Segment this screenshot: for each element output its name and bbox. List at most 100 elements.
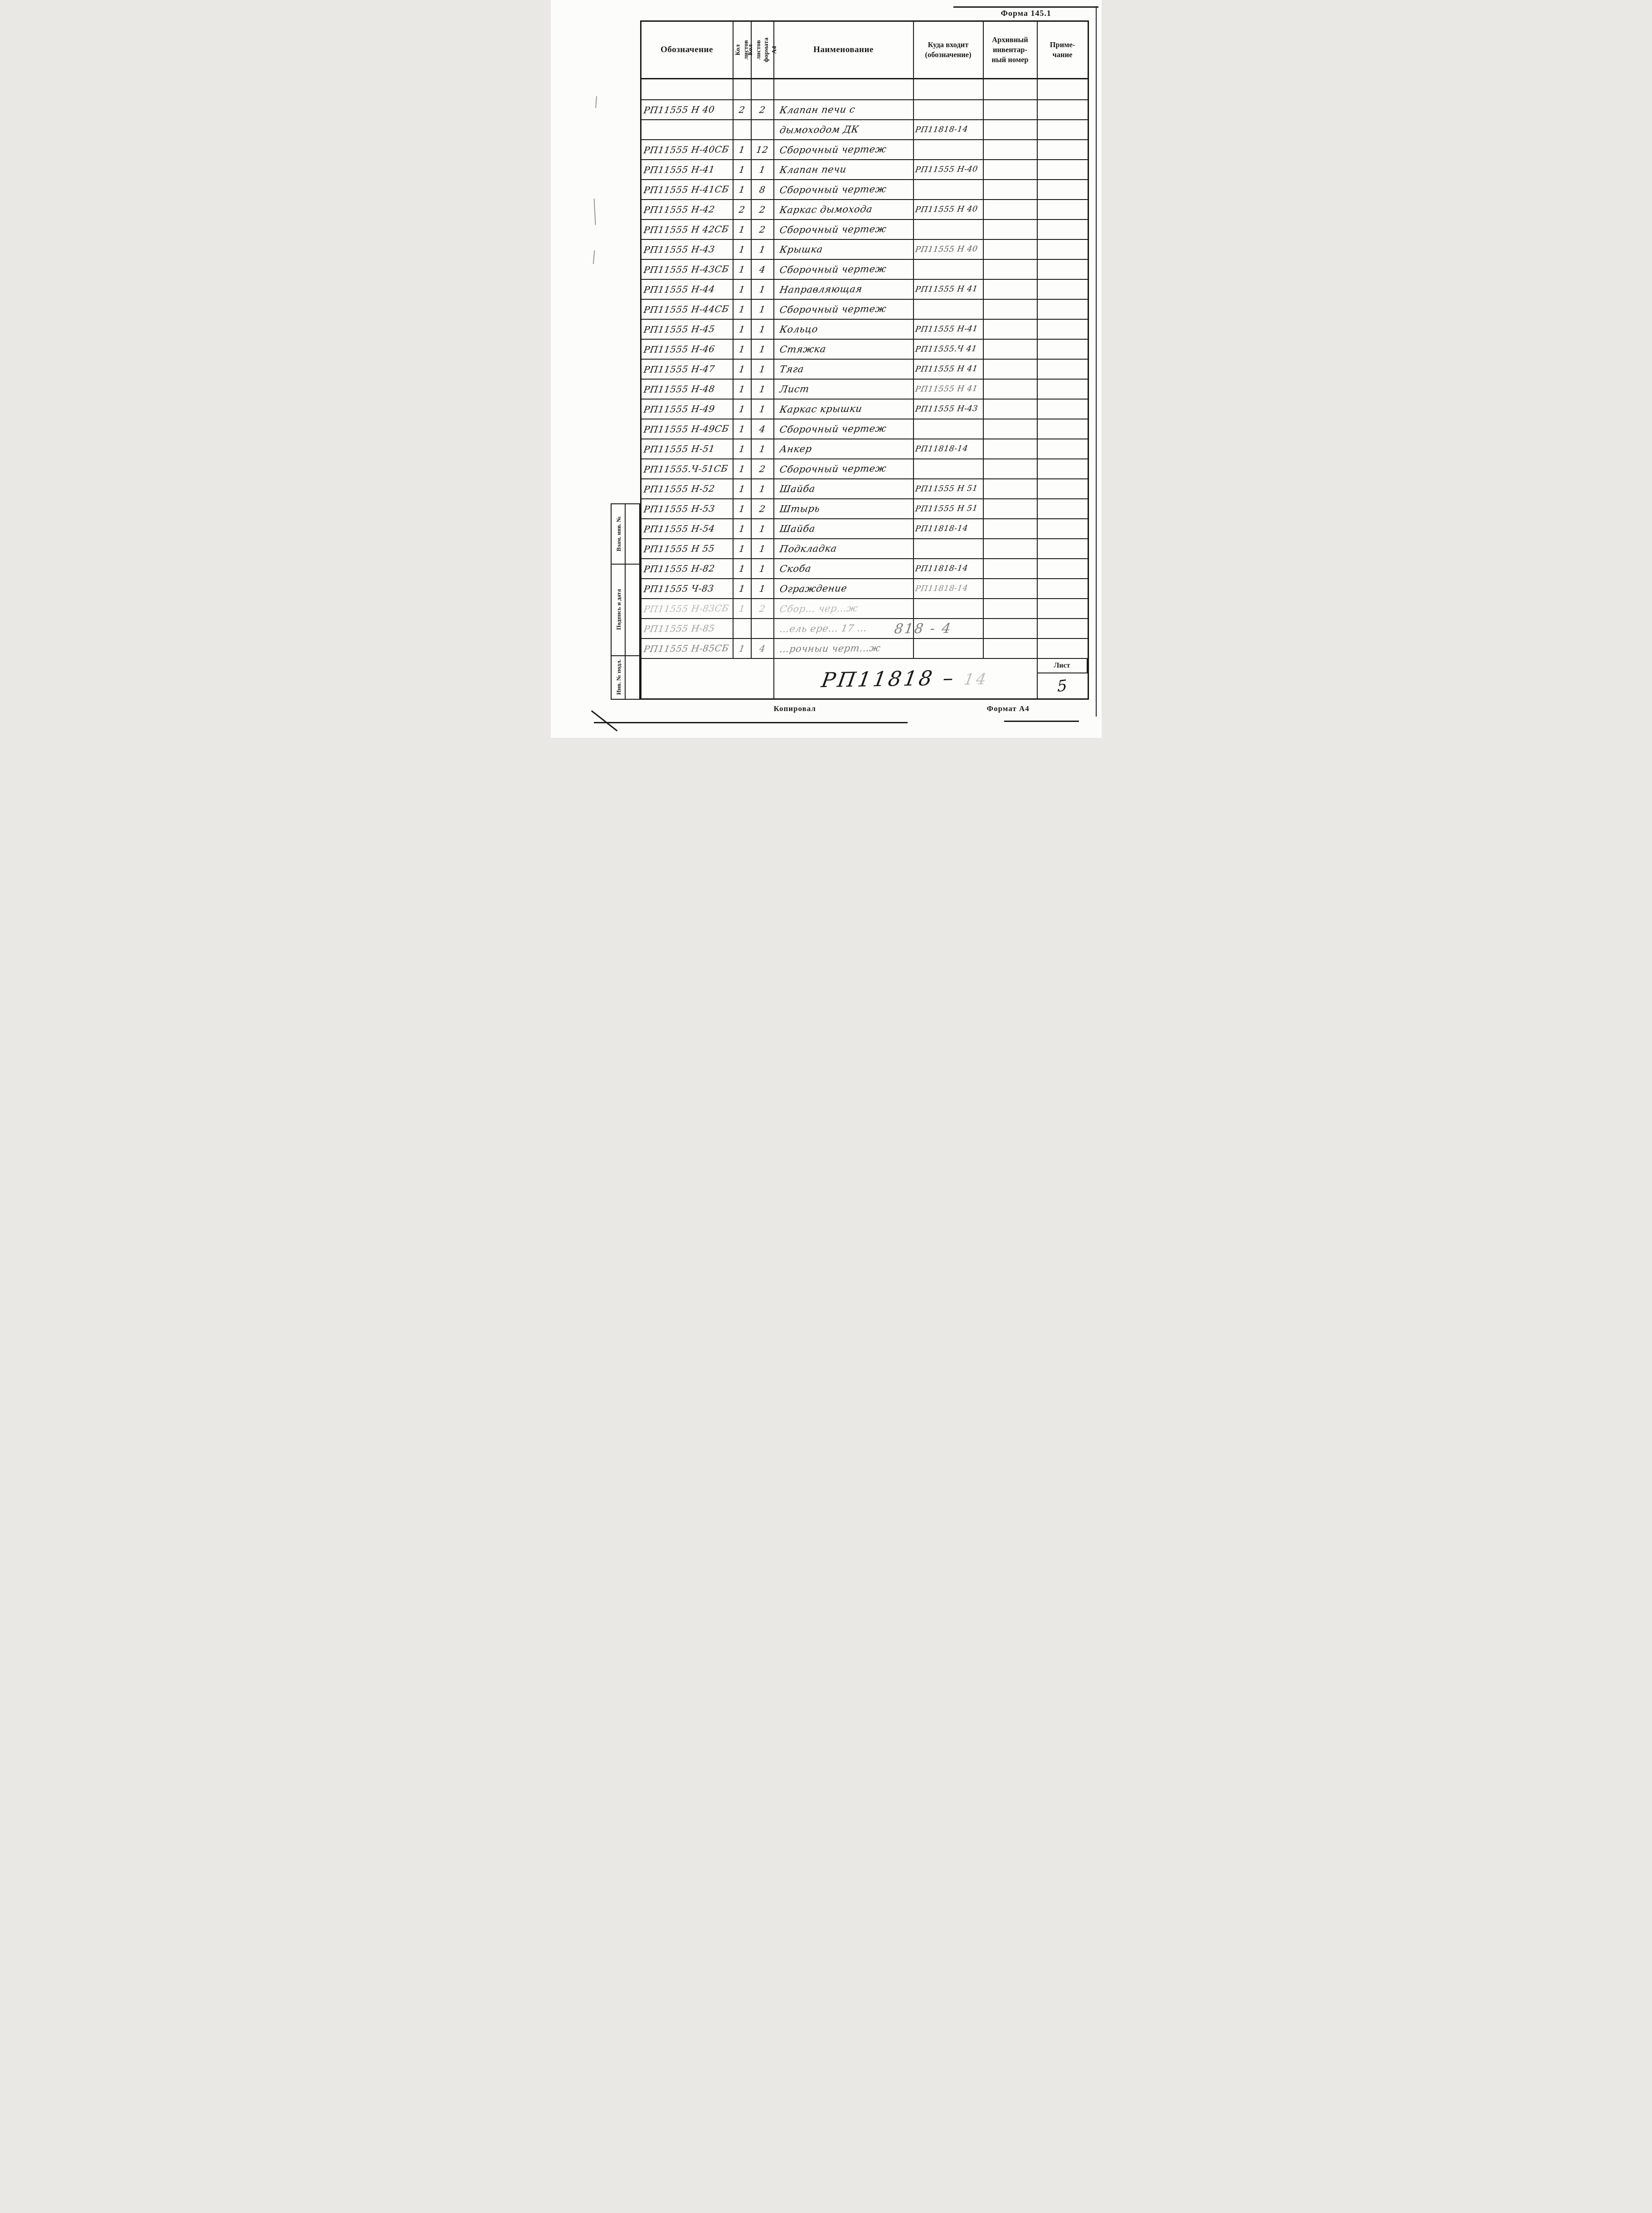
cell-sheet-count-a4: 2 <box>751 459 774 479</box>
cell-sheet-count-a4: 1 <box>751 439 774 459</box>
empty-row-cell <box>983 79 1038 100</box>
footer-doc-number: РП11818 – 14 <box>774 659 1038 698</box>
stamp-divider <box>611 564 639 565</box>
cell-note <box>1037 439 1088 459</box>
cell-note <box>1037 400 1088 419</box>
cell-sheet-count: 1 <box>733 380 752 400</box>
cell-sheet-count-a4: 1 <box>751 519 774 539</box>
empty-row-cell <box>751 79 774 100</box>
cell-name: Шайба <box>774 479 914 499</box>
cell-sheet-count-a4: 1 <box>751 360 774 380</box>
cell-sheet-count: 1 <box>733 459 752 479</box>
cell-sheet-count-a4: 2 <box>751 100 774 120</box>
doc-number-handwriting: РП11818 – 14 <box>820 666 990 692</box>
fold-mark <box>595 96 597 108</box>
cell-sheet-count-a4: 4 <box>751 419 774 439</box>
cell-parent: РП11818-14 <box>913 579 984 599</box>
cell-parent <box>913 220 984 240</box>
cell-note <box>1037 300 1088 320</box>
cell-note <box>1037 220 1088 240</box>
footer-empty-cell <box>641 659 774 698</box>
cell-archive-number <box>983 380 1038 400</box>
form-number: Форма 145.1 <box>1001 9 1051 18</box>
cell-sheet-count-a4: 1 <box>751 539 774 559</box>
cell-archive-number <box>983 220 1038 240</box>
cell-sheet-count: 1 <box>733 639 752 659</box>
cell-parent: РП11555.Ч 41 <box>913 340 984 360</box>
cell-parent: РП11555 Н-43 <box>913 400 984 419</box>
cell-archive-number <box>983 479 1038 499</box>
cell-designation: РП11555 Н-43СБ <box>641 260 734 280</box>
cell-designation: РП11555 Н-41 <box>641 160 734 180</box>
cell-note <box>1037 419 1088 439</box>
cell-note <box>1037 380 1088 400</box>
cell-archive-number <box>983 619 1038 639</box>
cell-note <box>1037 519 1088 539</box>
cell-designation: РП11555 Н-54 <box>641 519 734 539</box>
cell-sheet-count-a4: 2 <box>751 220 774 240</box>
cell-designation: РП11555 Н-41СБ <box>641 180 734 200</box>
cell-parent: РП11555 Н 41 <box>913 380 984 400</box>
cell-archive-number <box>983 579 1038 599</box>
cell-note <box>1037 200 1088 220</box>
cell-archive-number <box>983 240 1038 260</box>
cell-sheet-count: 1 <box>733 340 752 360</box>
cell-name: Направляющая <box>774 280 914 300</box>
cell-note <box>1037 320 1088 340</box>
cell-sheet-count: 1 <box>733 400 752 419</box>
cell-sheet-count-a4: 2 <box>751 599 774 619</box>
cell-sheet-count-a4: 12 <box>751 140 774 160</box>
header-sheet-count-a4-label: Кол листов формата А4 <box>747 37 778 63</box>
cell-designation: РП11555 Н 55 <box>641 539 734 559</box>
fold-mark <box>593 250 595 264</box>
cell-sheet-count-a4: 4 <box>751 639 774 659</box>
cell-archive-number <box>983 559 1038 579</box>
cell-name: Кольцо <box>774 320 914 340</box>
page-top-border <box>953 6 1098 8</box>
cell-parent: РП11818-14 <box>913 120 984 140</box>
cell-name: Клапан печи с <box>774 100 914 120</box>
cell-archive-number <box>983 100 1038 120</box>
cell-sheet-count: 1 <box>733 539 752 559</box>
cell-name: Сборочный чертеж <box>774 140 914 160</box>
stamp-label-vzam-inv: Взам. инв. № <box>615 516 622 551</box>
cell-sheet-count-a4 <box>751 619 774 639</box>
cell-parent <box>913 419 984 439</box>
bottom-rule-format <box>1004 721 1079 722</box>
cell-note <box>1037 340 1088 360</box>
cell-parent: РП11818-14 <box>913 519 984 539</box>
cell-archive-number <box>983 120 1038 140</box>
cell-parent: РП11555 Н 41 <box>913 360 984 380</box>
cell-sheet-count-a4: 8 <box>751 180 774 200</box>
cell-archive-number <box>983 300 1038 320</box>
cell-note <box>1037 240 1088 260</box>
empty-row-cell <box>913 79 984 100</box>
cell-sheet-count-a4: 1 <box>751 280 774 300</box>
header-parent: Куда входит (обозначение) <box>913 22 984 79</box>
cell-designation: РП11555 Н-45 <box>641 320 734 340</box>
empty-row-cell <box>733 79 752 100</box>
cell-archive-number <box>983 140 1038 160</box>
scanned-spec-sheet: Форма 145.1 Обозначение Кол листов Кол л… <box>550 0 1102 738</box>
cell-sheet-count: 1 <box>733 419 752 439</box>
stamp-divider <box>624 504 626 699</box>
cell-designation: РП11555 Н-49 <box>641 400 734 419</box>
stamp-label-podpis-data: Подпись и дата <box>615 589 622 630</box>
cell-sheet-count: 2 <box>733 200 752 220</box>
cell-name: Стяжка <box>774 340 914 360</box>
cell-archive-number <box>983 419 1038 439</box>
cell-designation: РП11555 Н-53 <box>641 499 734 519</box>
cell-sheet-count-a4: 1 <box>751 579 774 599</box>
cell-name: Сборочный чертеж <box>774 180 914 200</box>
cell-parent: РП11818-14 <box>913 559 984 579</box>
cell-archive-number <box>983 280 1038 300</box>
cell-note <box>1037 280 1088 300</box>
fold-mark <box>593 198 596 225</box>
cell-designation: РП11555 Н-44СБ <box>641 300 734 320</box>
cell-name: …ель ере… 17 … <box>774 619 914 639</box>
cell-designation: РП11555 Н-43 <box>641 240 734 260</box>
cell-name: Шайба <box>774 519 914 539</box>
cell-designation: РП11555 Н-52 <box>641 479 734 499</box>
cell-sheet-count: 1 <box>733 479 752 499</box>
cell-sheet-count-a4: 1 <box>751 240 774 260</box>
